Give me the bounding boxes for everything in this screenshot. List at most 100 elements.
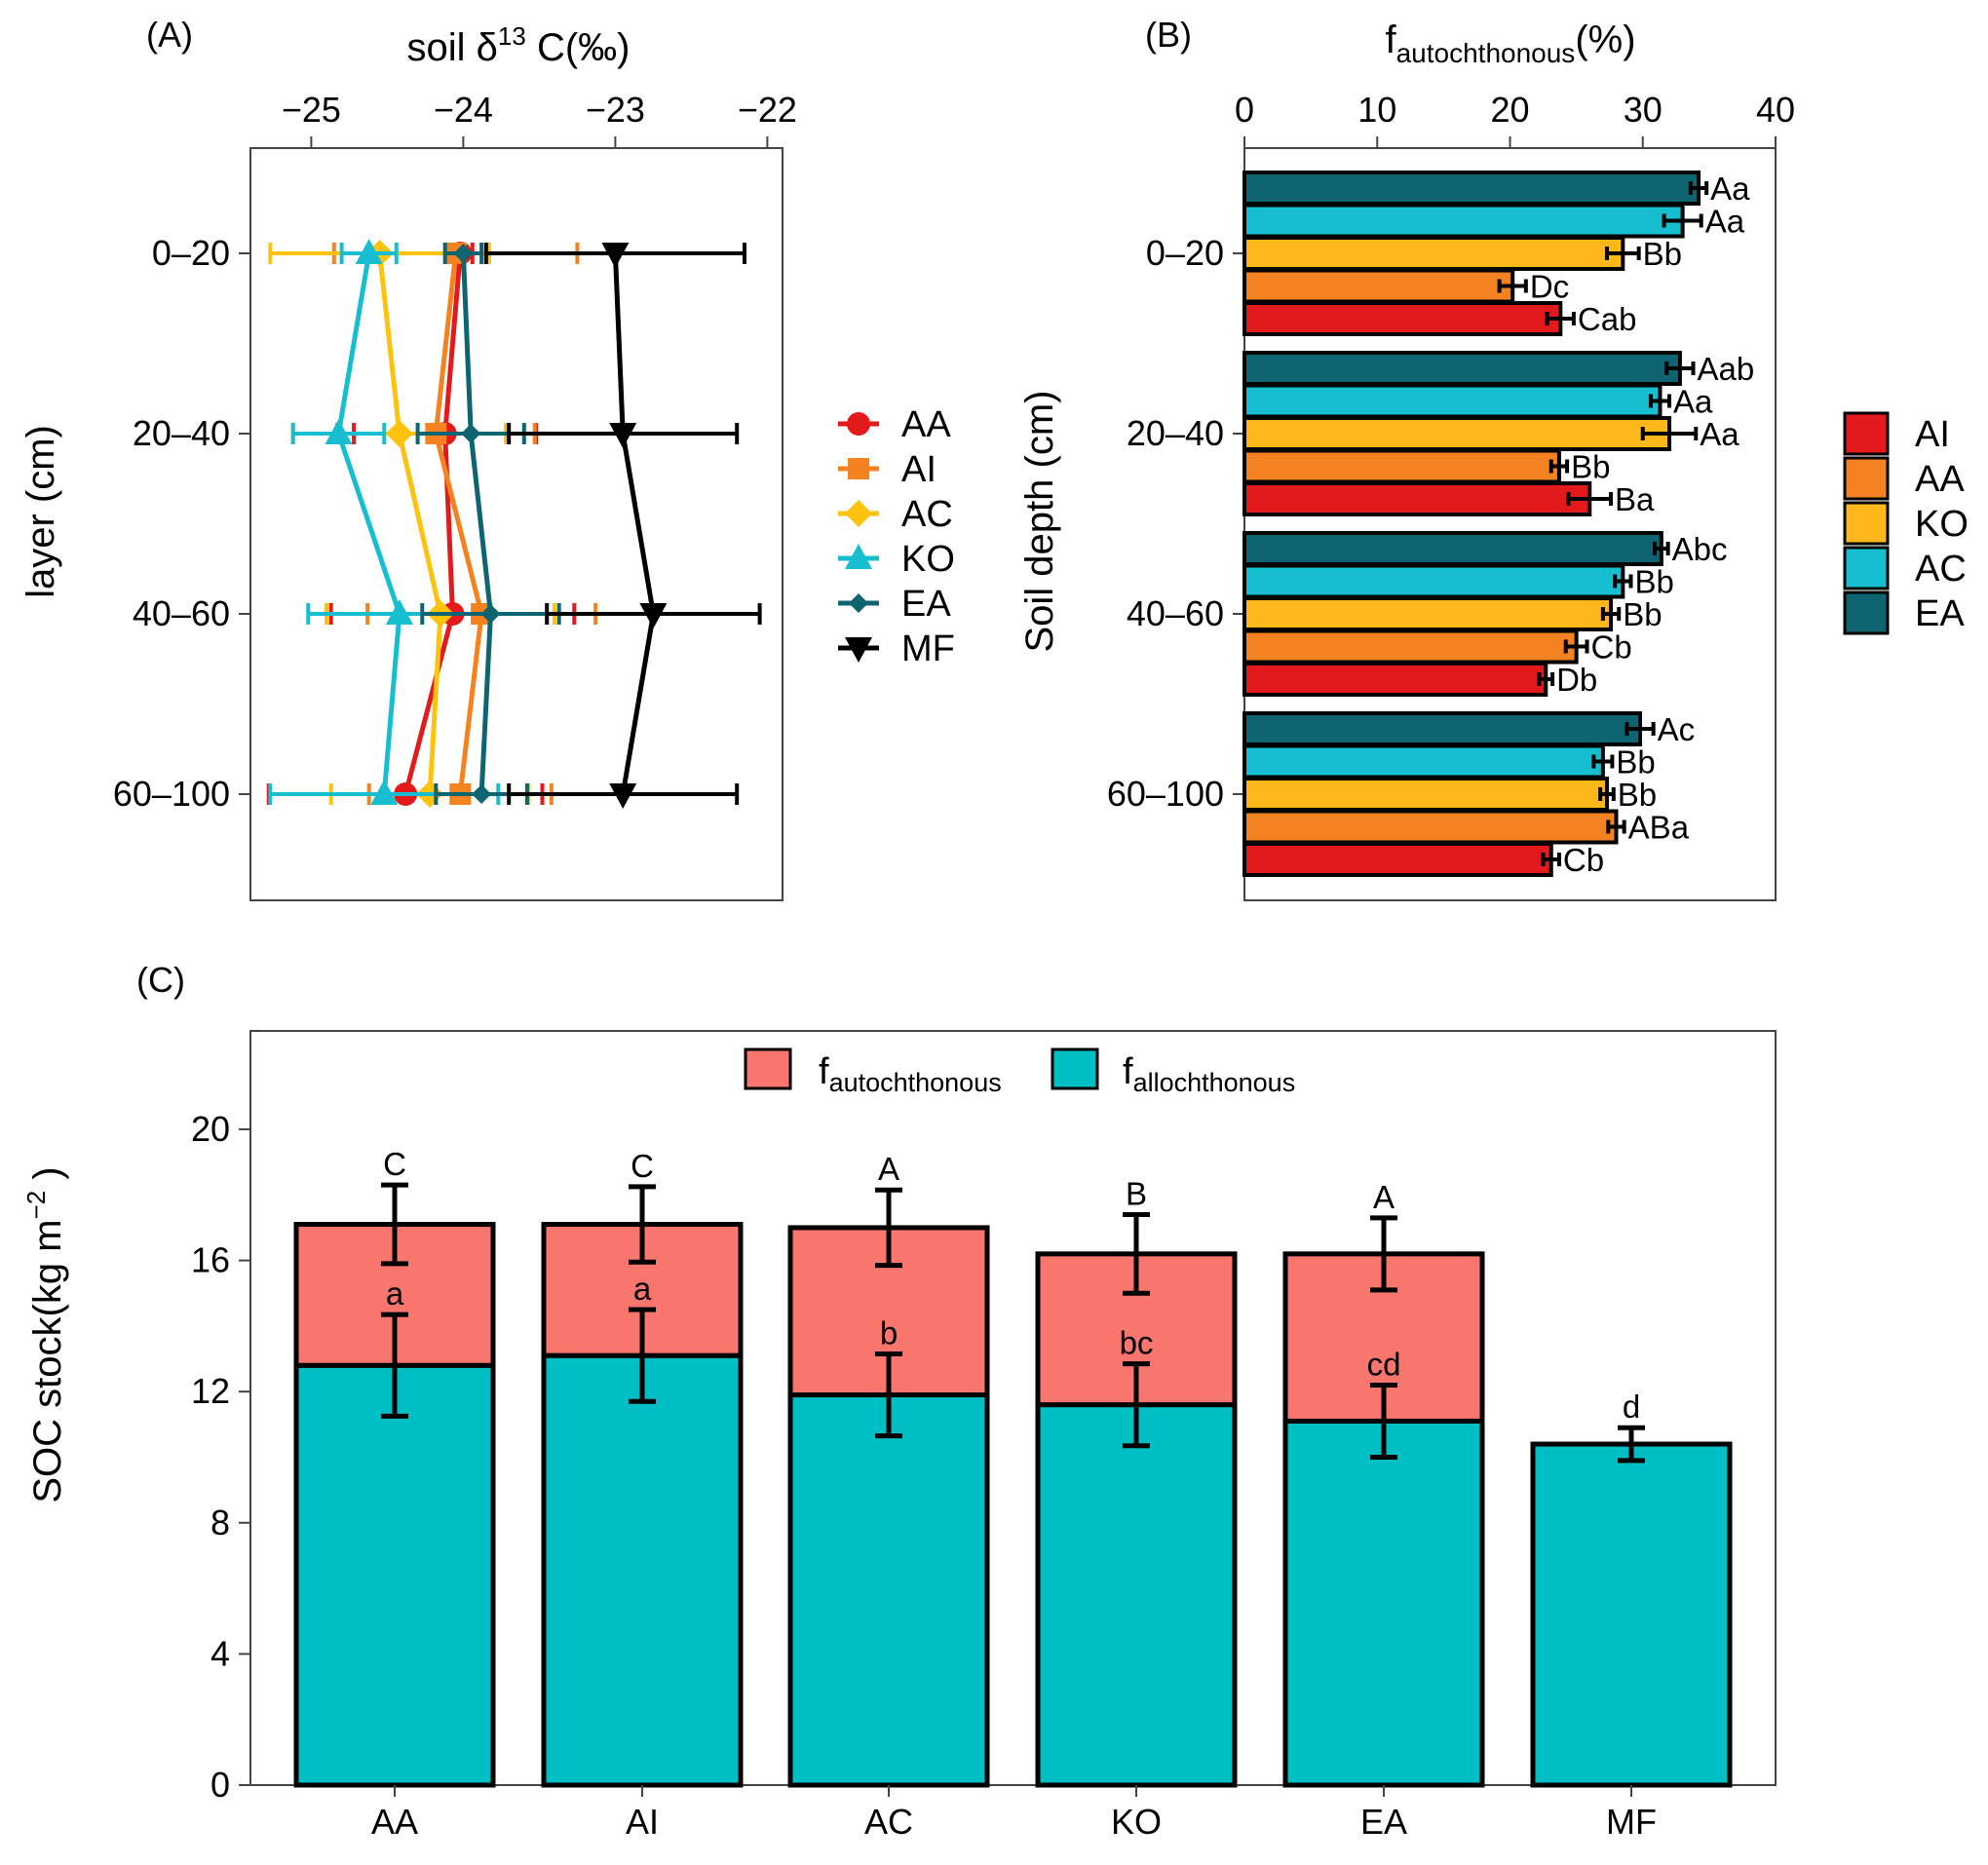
panel-a-series-ea [415, 243, 561, 805]
legend-label-allochthonous: fallochthonous [1123, 1051, 1295, 1097]
panel-b-significance-label: Aa [1705, 204, 1745, 240]
panel-b-significance-label: Dc [1530, 269, 1569, 305]
panel-a-legend-marker [845, 544, 872, 569]
panel-b-significance-label: Bb [1643, 236, 1682, 272]
panel-a-series [266, 239, 762, 809]
panel-b-bar-group-ko: Aa [1242, 416, 1740, 452]
panel-a-legend-marker [849, 593, 868, 613]
panel-c-allochthonous-letter: a [386, 1275, 404, 1312]
panel-c-bar-group-ac: bA [787, 1151, 990, 1788]
panel-b-bar-group-aa: ABa [1242, 809, 1690, 846]
panel-a-series-ac [268, 240, 556, 808]
panel-c-y-title-tail: ) [26, 1166, 69, 1190]
panel-a-legend-item-ea: EA [838, 584, 951, 625]
panel-a-point [461, 424, 481, 443]
panel-b-significance-label: Cb [1563, 842, 1604, 878]
panel-b-y-ticks: 0–20 20–40 40–60 60–100 [1107, 233, 1244, 814]
panel-b-bar-group-aa: Dc [1242, 268, 1569, 305]
panel-b-bar-group-ai: Cab [1242, 301, 1636, 337]
panel-c-bar-allochthonous [1035, 1402, 1238, 1788]
panel-b-bar [1242, 448, 1561, 484]
panel-a-point [472, 784, 492, 804]
panel-b-bar [1242, 203, 1685, 239]
panel-a-legend-item-ko: KO [838, 539, 955, 580]
panel-c-y-tick-label: 16 [191, 1240, 230, 1280]
panel-c-allochthonous-letter: bc [1120, 1325, 1154, 1361]
panel-a-legend-label: KO [901, 539, 955, 580]
panel-b-y-tick-label: 0–20 [1146, 233, 1224, 273]
panel-c-x-tick-label: AA [371, 1802, 418, 1842]
panel-b-bar [1242, 416, 1671, 451]
panel-b-significance-label: Bb [1623, 596, 1662, 632]
panel-b-bar-group-aa: Cb [1242, 628, 1632, 666]
panel-c-total-letter: B [1126, 1175, 1147, 1211]
panel-c-bar-group-ko: bc B [1035, 1175, 1238, 1788]
panel-a-series-line [377, 252, 443, 795]
panel-b-significance-label: Bb [1571, 449, 1610, 485]
panel-b-bar [1242, 809, 1619, 845]
panel-b-bar-group-ac: Bb [1242, 563, 1674, 600]
panel-c-allochthonous-letter: b [880, 1314, 898, 1351]
panel-b-bar-group-ea: Aab [1242, 351, 1754, 387]
panel-b-significance-label: Ba [1615, 481, 1655, 517]
panel-b-significance-label: Aa [1700, 416, 1740, 452]
panel-a-point [609, 783, 637, 809]
panel-c-label: (C) [136, 960, 185, 1000]
panel-c-legend: fautochthonous fallochthonous [744, 1047, 1295, 1097]
panel-b-bar [1242, 383, 1663, 419]
panel-b-legend-key [1843, 546, 1890, 590]
panel-b-legend-label: AC [1915, 549, 1967, 590]
panel-b-legend-key [1843, 501, 1890, 546]
panel-b-x-tick-label: 40 [1756, 90, 1795, 130]
panel-a-legend-marker [845, 500, 872, 527]
panel-c-y-tick-label: 4 [210, 1633, 230, 1673]
panel-a-y-tick-label: 40–60 [133, 593, 230, 633]
panel-c-bar-allochthonous [293, 1362, 496, 1788]
panel-c-x-tick-label: AC [864, 1802, 913, 1842]
panel-a-series-line [335, 252, 402, 795]
panel-c-allochthonous-letter: cd [1367, 1346, 1401, 1382]
panel-b: (B) fautochthonous(%) Soil depth (cm) 0 1… [1018, 15, 1969, 901]
panel-a-x-tick-label: −23 [586, 90, 645, 130]
panel-b-bar [1242, 777, 1609, 812]
panel-c-bar-group-ai: aC [541, 1148, 744, 1788]
panel-a-y-axis-title: layer (cm) [19, 425, 62, 598]
panel-c-y-title-superscript: −2 [21, 1191, 51, 1220]
panel-c-allochthonous-letter: d [1623, 1389, 1640, 1425]
panel-c-plot-frame [249, 1030, 1777, 1786]
panel-b-significance-label: ABa [1628, 810, 1690, 846]
panel-a-point [639, 603, 668, 628]
panel-b-bar [1242, 531, 1663, 566]
panel-a-plot-frame [249, 147, 784, 901]
panel-b-bar [1242, 236, 1625, 271]
panel-a-legend-label: MF [901, 628, 955, 669]
panel-c-y-title-main: SOC stock(kg m [26, 1219, 69, 1503]
panel-b-legend-label: AI [1915, 414, 1950, 455]
panel-b-bar [1242, 711, 1643, 746]
panel-b-significance-label: Bb [1616, 744, 1655, 780]
panel-b-bar [1242, 662, 1548, 697]
legend-key-allochthonous [1051, 1047, 1099, 1090]
panel-b-bar-group-ea: Aa [1242, 171, 1750, 207]
panel-b-significance-label: Aa [1673, 384, 1713, 420]
panel-c-y-tick-label: 12 [191, 1371, 230, 1411]
panel-b-significance-label: Abc [1672, 531, 1728, 567]
panel-a-legend-marker [847, 412, 870, 436]
panel-a-x-title-tail: C(‰) [526, 26, 631, 69]
panel-b-bar [1242, 171, 1701, 206]
panel-a-series-line [612, 252, 656, 795]
panel-a-x-title-main: soil δ [407, 26, 498, 69]
panel-b-significance-label: Bb [1634, 564, 1673, 600]
panel-a-y-tick-label: 20–40 [133, 413, 230, 453]
panel-b-legend-label: KO [1915, 504, 1969, 545]
panel-b-x-title-main: f [1385, 19, 1396, 61]
panel-a-x-title-superscript: 13 [498, 21, 526, 51]
panel-b-bar-group-aa: Bb [1242, 448, 1610, 485]
panel-c-total-letter: C [631, 1148, 654, 1184]
panel-a: (A) soil δ13 C(‰) layer (cm) −25 −24 −23 −2… [19, 15, 955, 901]
panel-a-legend-item-ac: AC [838, 494, 953, 535]
panel-b-significance-label: Cb [1591, 629, 1632, 666]
